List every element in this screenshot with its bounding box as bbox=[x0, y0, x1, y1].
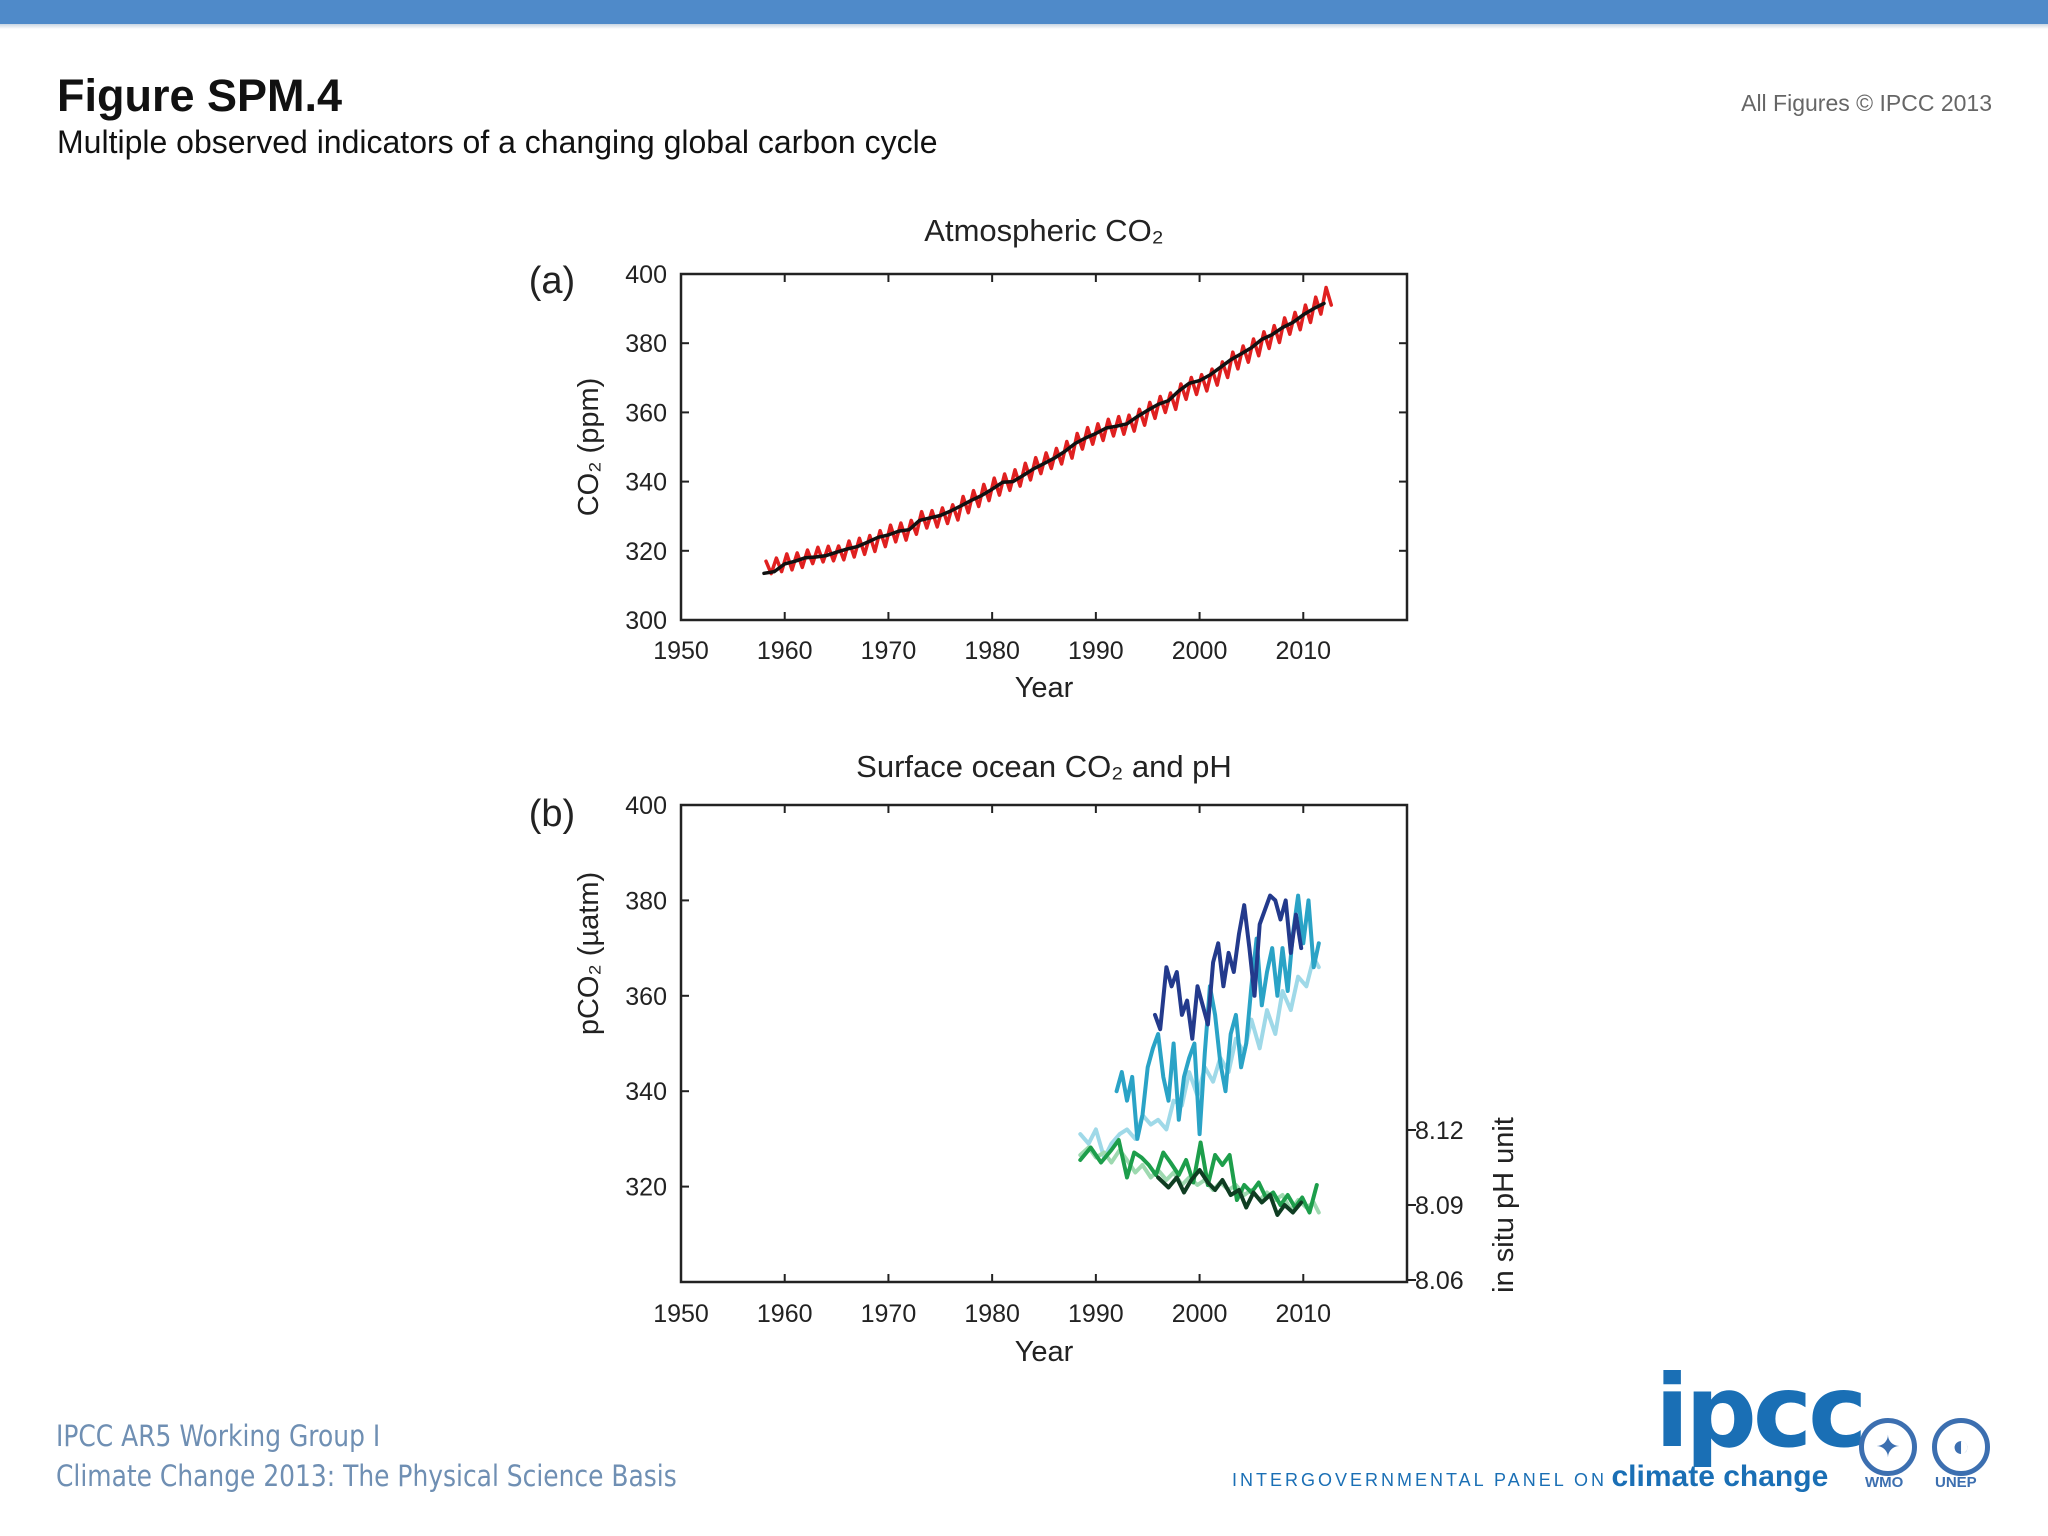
y-tick-label: 340 bbox=[625, 469, 667, 497]
ipcc-tagline: INTERGOVERNMENTAL PANEL ON climate chang… bbox=[1232, 1460, 1828, 1494]
footer-line-2: Climate Change 2013: The Physical Scienc… bbox=[56, 1459, 677, 1493]
y-axis-label: CO₂ (ppm) bbox=[573, 378, 605, 517]
unep-emblem-icon: ◐ bbox=[1932, 1418, 1990, 1476]
y-tick-label: 380 bbox=[625, 330, 667, 358]
ipcc-tagline-small: INTERGOVERNMENTAL PANEL ON bbox=[1232, 1470, 1608, 1490]
x-tick-label: 2000 bbox=[1172, 637, 1228, 665]
x-tick-label: 1990 bbox=[1068, 1300, 1124, 1328]
top-accent-bar bbox=[0, 0, 2048, 24]
x-tick-label: 1950 bbox=[653, 1300, 709, 1328]
y-tick-label: 360 bbox=[625, 983, 667, 1011]
y2-axis-label: in situ pH unit bbox=[1488, 1117, 1520, 1293]
x-tick-label: 1990 bbox=[1068, 637, 1124, 665]
panel-letter: (b) bbox=[529, 793, 575, 835]
top-bar-shadow bbox=[0, 24, 2048, 29]
figure-title: Figure SPM.4 bbox=[57, 70, 343, 121]
chart-title: Surface ocean CO₂ and pH bbox=[856, 749, 1232, 784]
copyright-notice: All Figures © IPCC 2013 bbox=[1741, 90, 1992, 116]
y-axis-label: pCO₂ (µatm) bbox=[573, 872, 605, 1035]
unep-label: UNEP bbox=[1935, 1474, 1977, 1491]
figure-subtitle: Multiple observed indicators of a changi… bbox=[57, 124, 938, 160]
x-tick-label: 1970 bbox=[861, 637, 917, 665]
panel-a-chart: 1950 1960 1970 1980 1990 2000 2010 300 320 340 360… bbox=[529, 213, 1409, 704]
plot-frame bbox=[679, 272, 1409, 622]
wmo-label: WMO bbox=[1865, 1474, 1904, 1491]
x-tick-label: 1960 bbox=[757, 637, 813, 665]
panel-b-chart: 1950 1960 1970 1980 1990 2000 2010 320 340 360 380… bbox=[529, 749, 1520, 1368]
chart-title: Atmospheric CO₂ bbox=[924, 213, 1163, 248]
x-tick-label: 2010 bbox=[1275, 637, 1331, 665]
y-tick-label: 380 bbox=[625, 887, 667, 915]
series-line bbox=[1114, 893, 1321, 1141]
y-tick-label: 400 bbox=[625, 792, 667, 820]
series-line bbox=[1153, 893, 1304, 1041]
ipcc-tagline-big: climate change bbox=[1611, 1460, 1829, 1493]
y2-tick-label: 8.06 bbox=[1415, 1267, 1464, 1295]
series-line bbox=[1078, 1138, 1319, 1215]
x-tick-label: 1960 bbox=[757, 1300, 813, 1328]
panel-letter: (a) bbox=[529, 260, 575, 302]
series-line bbox=[762, 301, 1326, 576]
x-tick-label: 1980 bbox=[964, 637, 1020, 665]
y-tick-label: 400 bbox=[625, 261, 667, 289]
footer-report-info: IPCC AR5 Working Group I Climate Change … bbox=[56, 1416, 778, 1496]
y-tick-label: 320 bbox=[625, 1174, 667, 1202]
ipcc-logo: ipcc bbox=[1655, 1353, 1867, 1470]
y-tick-label: 320 bbox=[625, 538, 667, 566]
x-tick-label: 1970 bbox=[861, 1300, 917, 1328]
series-line bbox=[1156, 1168, 1304, 1217]
x-axis-label: Year bbox=[1015, 672, 1074, 704]
wmo-emblem-icon: ✦ bbox=[1859, 1418, 1917, 1476]
y-tick-label: 360 bbox=[625, 399, 667, 427]
series-line bbox=[764, 285, 1334, 576]
x-tick-label: 2010 bbox=[1275, 1300, 1331, 1328]
x-tick-label: 2000 bbox=[1172, 1300, 1228, 1328]
plot-frame bbox=[679, 803, 1409, 1284]
y-tick-label: 340 bbox=[625, 1078, 667, 1106]
y-tick-label: 300 bbox=[625, 607, 667, 635]
x-tick-label: 1980 bbox=[964, 1300, 1020, 1328]
x-tick-label: 1950 bbox=[653, 637, 709, 665]
y2-tick-label: 8.12 bbox=[1415, 1117, 1464, 1145]
footer-line-1: IPCC AR5 Working Group I bbox=[56, 1419, 381, 1453]
x-axis-label: Year bbox=[1015, 1336, 1074, 1368]
y2-tick-label: 8.09 bbox=[1415, 1192, 1464, 1220]
